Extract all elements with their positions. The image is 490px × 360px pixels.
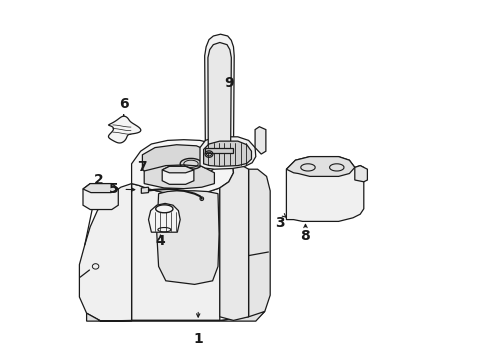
Text: 7: 7: [137, 160, 147, 174]
Polygon shape: [255, 127, 266, 154]
Polygon shape: [200, 137, 256, 169]
Polygon shape: [141, 187, 148, 193]
Text: 5: 5: [109, 183, 119, 196]
Polygon shape: [83, 184, 118, 193]
Polygon shape: [162, 166, 194, 173]
Polygon shape: [204, 141, 251, 166]
Polygon shape: [143, 145, 215, 179]
Polygon shape: [83, 184, 118, 210]
Polygon shape: [148, 203, 180, 232]
Polygon shape: [157, 191, 219, 284]
Text: 1: 1: [194, 332, 203, 346]
Polygon shape: [144, 165, 215, 189]
Polygon shape: [355, 166, 368, 182]
Polygon shape: [220, 160, 248, 320]
Text: 4: 4: [155, 234, 165, 248]
Polygon shape: [208, 42, 231, 151]
Polygon shape: [132, 184, 220, 320]
Text: 6: 6: [119, 98, 128, 111]
Text: 3: 3: [275, 216, 285, 230]
Text: 8: 8: [300, 229, 310, 243]
Polygon shape: [248, 169, 270, 320]
Polygon shape: [286, 157, 364, 221]
Text: 2: 2: [95, 173, 104, 187]
Polygon shape: [205, 34, 234, 158]
Text: 9: 9: [224, 76, 234, 90]
Polygon shape: [108, 116, 141, 143]
Polygon shape: [79, 184, 132, 321]
Polygon shape: [286, 157, 355, 176]
Polygon shape: [205, 148, 233, 153]
Polygon shape: [87, 311, 265, 321]
Polygon shape: [162, 166, 194, 184]
Polygon shape: [132, 140, 233, 194]
